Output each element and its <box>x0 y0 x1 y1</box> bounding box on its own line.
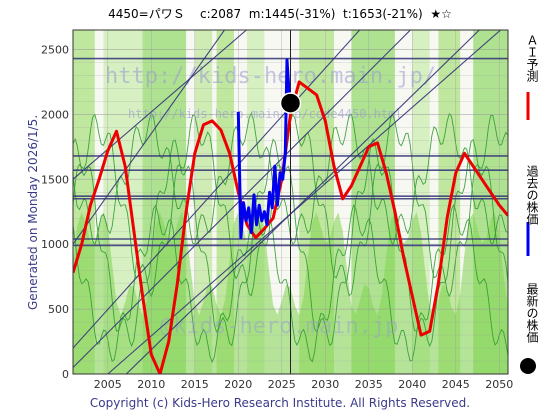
x-tick-label: 2040 <box>398 378 426 391</box>
current-marker <box>279 92 302 114</box>
x-tick-label: 2035 <box>355 378 383 391</box>
copyright-footer: Copyright (c) Kids-Hero Research Institu… <box>89 396 471 410</box>
plot-border <box>72 29 509 375</box>
legend <box>520 92 536 374</box>
watermark-2: http://kids-hero.main.jp/code4450.html <box>128 107 403 121</box>
chart-title: 4450=パワＳ c:2087 m:1445(-31%) t:1653(-21%… <box>108 7 452 21</box>
legend-ai-label: ＡＩ予測 <box>525 34 539 82</box>
y-tick-label: 500 <box>48 303 69 316</box>
x-tick-label: 2015 <box>181 378 209 391</box>
past-price-line <box>236 58 292 240</box>
x-tick-label: 2025 <box>268 378 296 391</box>
y-tick-label: 1000 <box>41 238 69 251</box>
watermarks: http://kids-hero.main.jp/ http://kids-he… <box>105 64 436 339</box>
x-tick-label: 2030 <box>311 378 339 391</box>
trend-line <box>73 30 412 368</box>
x-tick-label: 2010 <box>137 378 165 391</box>
y-tick-label: 2000 <box>41 108 69 121</box>
latest-price-dot <box>279 92 302 114</box>
ai-forecast-line <box>73 80 508 374</box>
x-tick-label: 2020 <box>224 378 252 391</box>
series-lines <box>73 58 508 374</box>
legend-latest-swatch <box>520 358 536 374</box>
y-tick-label: 1500 <box>41 173 69 186</box>
x-tick-label: 2050 <box>485 378 513 391</box>
trend-line <box>73 30 226 245</box>
axes: 0 500 1000 1500 2000 2500 2005 2010 2015 2020 2025… <box>41 43 513 391</box>
watermark-1: http://kids-hero.main.jp/ <box>105 64 436 89</box>
x-tick-label: 2005 <box>94 378 122 391</box>
watermark-3: @kids-hero.main.jp <box>160 314 398 339</box>
y-tick-label: 0 <box>62 368 69 381</box>
trend-line <box>107 30 502 374</box>
x-tick-label: 2045 <box>442 378 470 391</box>
y-tick-label: 2500 <box>41 43 69 56</box>
legend-past-label: 過去の株価 <box>525 165 539 225</box>
trend-line <box>73 30 361 349</box>
legend-latest-label: 最新の株価 <box>525 283 539 343</box>
